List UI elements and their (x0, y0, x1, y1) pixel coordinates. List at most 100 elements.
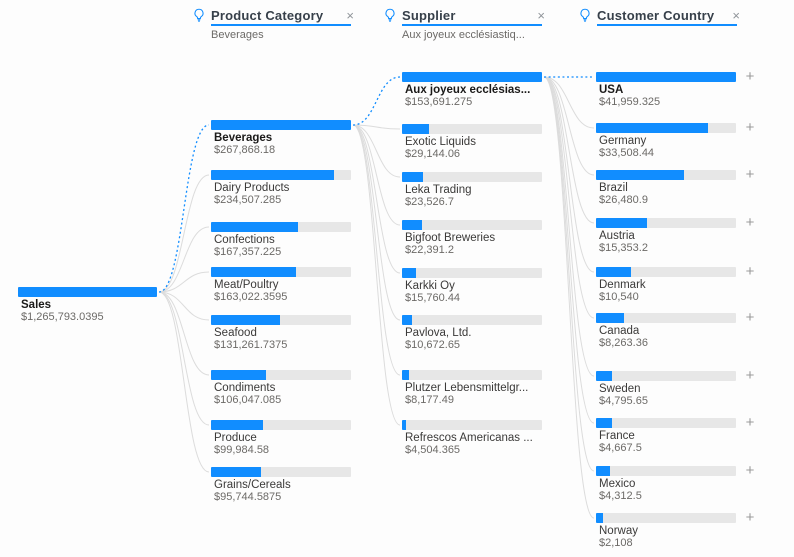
bar-fill (402, 172, 423, 182)
node-label: Pavlova, Ltd. (405, 327, 472, 339)
node-label: Norway (599, 525, 638, 537)
node-label: Beverages (214, 132, 273, 144)
node-value: $131,261.7375 (214, 339, 288, 351)
field-header-product-category[interactable]: Product Category × Beverages (192, 6, 354, 41)
field-header-customer-country[interactable]: Customer Country × (578, 6, 740, 29)
expand-plus-button[interactable]: + (745, 263, 755, 280)
bar-track (402, 315, 542, 325)
node-france[interactable]: France $4,667.5 (596, 418, 736, 454)
bar-fill (211, 170, 334, 180)
expand-plus-button[interactable]: + (745, 309, 755, 326)
bar-fill (211, 222, 298, 232)
bar-track (596, 313, 736, 323)
bar-fill (402, 370, 409, 380)
node-condiments[interactable]: Condiments $106,047.085 (211, 370, 351, 406)
bar-track (211, 222, 351, 232)
node-grains-cereals[interactable]: Grains/Cereals $95,744.5875 (211, 467, 351, 503)
node-usa[interactable]: USA $41,959.325 (596, 72, 736, 108)
expand-plus-button[interactable]: + (745, 68, 755, 85)
node-leka-trading[interactable]: Leka Trading $23,526.7 (402, 172, 542, 208)
node-meat-poultry[interactable]: Meat/Poultry $163,022.3595 (211, 267, 351, 303)
bar-track (402, 172, 542, 182)
field-underline (211, 24, 351, 26)
expand-plus-button[interactable]: + (745, 214, 755, 231)
node-label: Condiments (214, 382, 276, 394)
bar-fill (596, 267, 631, 277)
expand-plus-button[interactable]: + (745, 166, 755, 183)
node-bigfoot-breweries[interactable]: Bigfoot Breweries $22,391.2 (402, 220, 542, 256)
field-underline (597, 24, 737, 26)
node-value: $33,508.44 (599, 147, 655, 159)
close-icon[interactable]: × (537, 7, 545, 23)
node-label: USA (599, 84, 624, 96)
node-sales-root[interactable]: Sales $1,265,793.0395 (18, 287, 157, 323)
node-brazil[interactable]: Brazil $26,480.9 (596, 170, 736, 206)
expand-plus-button[interactable]: + (745, 509, 755, 526)
bar-track (18, 287, 157, 297)
node-dairy-products[interactable]: Dairy Products $234,507.285 (211, 170, 351, 206)
bar-fill (596, 72, 736, 82)
node-mexico[interactable]: Mexico $4,312.5 (596, 466, 736, 502)
expand-plus-button[interactable]: + (745, 414, 755, 431)
field-header-supplier[interactable]: Supplier × Aux joyeux ecclésiastiq... (383, 6, 545, 41)
node-canada[interactable]: Canada $8,263.36 (596, 313, 736, 349)
node-karkki-oy[interactable]: Karkki Oy $15,760.44 (402, 268, 542, 304)
node-label: Sales (21, 299, 52, 311)
node-label: Canada (599, 325, 640, 337)
node-produce[interactable]: Produce $99,984.58 (211, 420, 351, 456)
node-label: Mexico (599, 478, 636, 490)
bar-track (211, 120, 351, 130)
bar-track (596, 123, 736, 133)
bar-fill (402, 315, 412, 325)
node-value: $1,265,793.0395 (21, 311, 104, 323)
bar-fill (402, 420, 406, 430)
node-value: $4,312.5 (599, 490, 642, 502)
node-austria[interactable]: Austria $15,353.2 (596, 218, 736, 254)
node-plutzer-lebensmittelgr[interactable]: Plutzer Lebensmittelgr... $8,177.49 (402, 370, 542, 406)
bar-fill (211, 370, 266, 380)
expand-plus-button[interactable]: + (745, 367, 755, 384)
node-seafood[interactable]: Seafood $131,261.7375 (211, 315, 351, 351)
bar-track (596, 371, 736, 381)
node-aux-joyeux-eccl-sias[interactable]: Aux joyeux ecclésias... $153,691.275 (402, 72, 542, 108)
node-label: Produce (214, 432, 257, 444)
expand-plus-button[interactable]: + (745, 462, 755, 479)
expand-plus-button[interactable]: + (745, 119, 755, 136)
field-underline (402, 24, 542, 26)
node-value: $41,959.325 (599, 96, 661, 108)
node-label: Plutzer Lebensmittelgr... (405, 382, 529, 394)
node-label: Grains/Cereals (214, 479, 291, 491)
close-icon[interactable]: × (732, 7, 740, 23)
node-beverages[interactable]: Beverages $267,868.18 (211, 120, 351, 156)
bar-track (596, 170, 736, 180)
node-denmark[interactable]: Denmark $10,540 (596, 267, 736, 303)
bar-track (402, 420, 542, 430)
node-label: Denmark (599, 279, 646, 291)
node-label: Brazil (599, 182, 628, 194)
node-label: Confections (214, 234, 275, 246)
node-pavlova-ltd[interactable]: Pavlova, Ltd. $10,672.65 (402, 315, 542, 351)
node-exotic-liquids[interactable]: Exotic Liquids $29,144.06 (402, 124, 542, 160)
node-sweden[interactable]: Sweden $4,795.65 (596, 371, 736, 407)
bar-fill (211, 467, 261, 477)
bar-fill (211, 267, 296, 277)
node-value: $15,353.2 (599, 242, 648, 254)
bar-track (596, 466, 736, 476)
node-value: $106,047.085 (214, 394, 282, 406)
node-germany[interactable]: Germany $33,508.44 (596, 123, 736, 159)
node-label: Aux joyeux ecclésias... (405, 84, 531, 96)
node-norway[interactable]: Norway $2,108 (596, 513, 736, 549)
node-value: $4,504.365 (405, 444, 461, 456)
field-header-label: Product Category (211, 7, 324, 23)
bar-track (211, 370, 351, 380)
node-value: $15,760.44 (405, 292, 461, 304)
bar-fill (402, 124, 429, 134)
bar-fill (402, 220, 422, 230)
node-label: Karkki Oy (405, 280, 455, 292)
bar-track (211, 467, 351, 477)
node-refrescos-americanas[interactable]: Refrescos Americanas ... $4,504.365 (402, 420, 542, 456)
node-confections[interactable]: Confections $167,357.225 (211, 222, 351, 258)
close-icon[interactable]: × (346, 7, 354, 23)
